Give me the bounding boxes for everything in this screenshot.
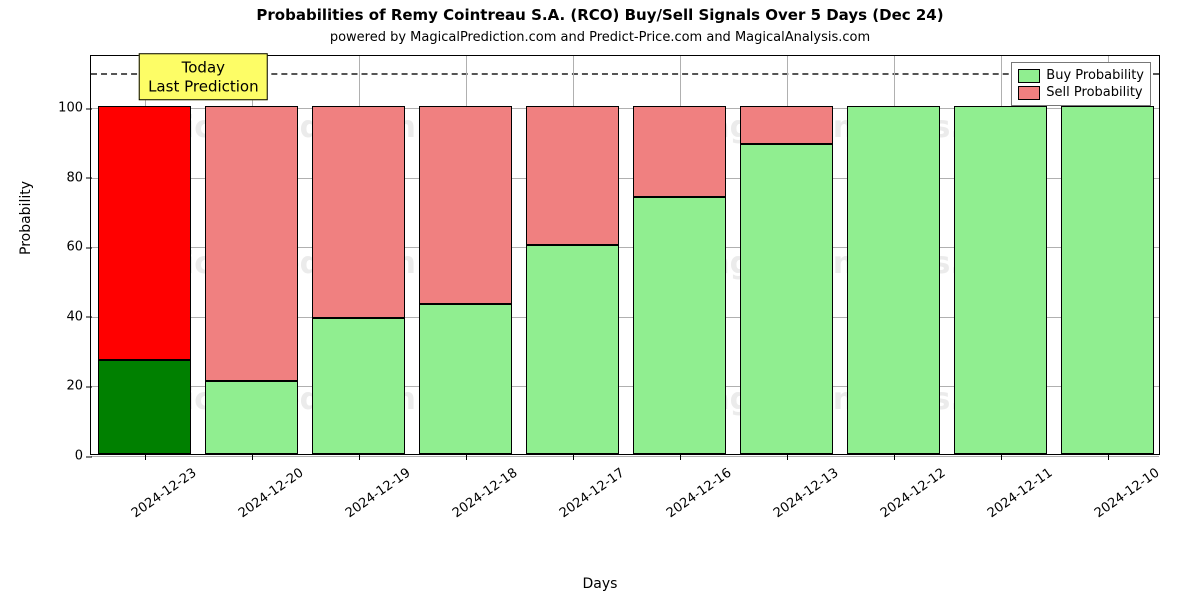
y-tick-label: 60 bbox=[66, 240, 91, 255]
bar-sell bbox=[98, 106, 190, 360]
y-tick-label: 20 bbox=[66, 379, 91, 394]
x-tick-label: 2024-12-10 bbox=[1083, 454, 1162, 521]
x-tick-mark bbox=[1001, 454, 1002, 460]
x-tick-label: 2024-12-17 bbox=[548, 454, 627, 521]
legend-swatch bbox=[1018, 69, 1040, 83]
bar-buy bbox=[205, 381, 297, 454]
bar-slot bbox=[633, 54, 725, 454]
chart-container: Probabilities of Remy Cointreau S.A. (RC… bbox=[0, 0, 1200, 600]
x-tick-mark bbox=[359, 454, 360, 460]
bar-slot bbox=[312, 54, 404, 454]
x-tick-mark bbox=[894, 454, 895, 460]
bar-buy bbox=[312, 318, 404, 454]
bar-buy bbox=[526, 245, 618, 454]
bar-buy bbox=[98, 360, 190, 454]
chart-title: Probabilities of Remy Cointreau S.A. (RC… bbox=[0, 6, 1200, 24]
bar-buy bbox=[419, 304, 511, 454]
x-tick-label: 2024-12-18 bbox=[441, 454, 520, 521]
today-annotation: TodayLast Prediction bbox=[139, 53, 268, 101]
bar-slot bbox=[847, 54, 939, 454]
bar-sell bbox=[526, 106, 618, 245]
bar-sell bbox=[419, 106, 511, 304]
x-tick-label: 2024-12-11 bbox=[976, 454, 1055, 521]
bar-sell bbox=[205, 106, 297, 381]
bar-slot bbox=[98, 54, 190, 454]
x-axis-label: Days bbox=[0, 576, 1200, 592]
x-tick-mark bbox=[145, 454, 146, 460]
bar-buy bbox=[740, 144, 832, 454]
x-tick-mark bbox=[787, 454, 788, 460]
legend-swatch bbox=[1018, 86, 1040, 100]
x-tick-mark bbox=[573, 454, 574, 460]
bar-sell bbox=[740, 106, 832, 144]
bar-buy bbox=[633, 197, 725, 454]
legend-label: Sell Probability bbox=[1046, 85, 1142, 100]
bar-sell bbox=[312, 106, 404, 318]
bar-slot bbox=[526, 54, 618, 454]
x-tick-label: 2024-12-12 bbox=[869, 454, 948, 521]
y-tick-label: 0 bbox=[75, 449, 91, 464]
annotation-line-2: Last Prediction bbox=[148, 77, 259, 96]
x-tick-label: 2024-12-16 bbox=[655, 454, 734, 521]
legend-label: Buy Probability bbox=[1046, 68, 1144, 83]
bar-slot bbox=[205, 54, 297, 454]
x-tick-mark bbox=[1108, 454, 1109, 460]
bar-buy bbox=[954, 106, 1046, 454]
y-tick-label: 100 bbox=[58, 101, 91, 116]
bar-buy bbox=[1061, 106, 1153, 454]
x-tick-mark bbox=[680, 454, 681, 460]
y-axis-label: Probability bbox=[18, 181, 34, 255]
bar-slot bbox=[419, 54, 511, 454]
x-tick-label: 2024-12-13 bbox=[762, 454, 841, 521]
x-tick-label: 2024-12-19 bbox=[334, 454, 413, 521]
plot-area: MagicalPrediction.comMagicalAnalysis.com… bbox=[90, 55, 1160, 455]
legend-item: Buy Probability bbox=[1018, 67, 1144, 84]
legend-item: Sell Probability bbox=[1018, 84, 1144, 101]
y-tick-label: 40 bbox=[66, 309, 91, 324]
y-tick-label: 80 bbox=[66, 170, 91, 185]
legend: Buy Probability Sell Probability bbox=[1011, 62, 1151, 106]
x-tick-label: 2024-12-20 bbox=[227, 454, 306, 521]
bar-slot bbox=[1061, 54, 1153, 454]
bar-slot bbox=[740, 54, 832, 454]
bar-slot bbox=[954, 54, 1046, 454]
chart-subtitle: powered by MagicalPrediction.com and Pre… bbox=[0, 30, 1200, 45]
bar-buy bbox=[847, 106, 939, 454]
annotation-line-1: Today bbox=[148, 58, 259, 77]
x-tick-label: 2024-12-23 bbox=[120, 454, 199, 521]
x-tick-mark bbox=[466, 454, 467, 460]
x-tick-mark bbox=[252, 454, 253, 460]
bar-sell bbox=[633, 106, 725, 196]
